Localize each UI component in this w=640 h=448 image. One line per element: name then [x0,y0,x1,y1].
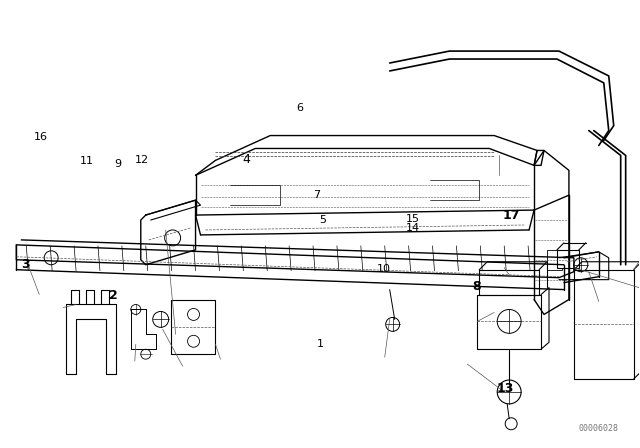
Text: 11: 11 [80,156,94,166]
Text: 16: 16 [34,132,48,142]
Bar [557,250,579,268]
Text: 5: 5 [320,215,326,224]
Text: 8: 8 [472,280,481,293]
Text: 17: 17 [502,209,520,222]
Text: 2: 2 [109,289,117,302]
Text: 9: 9 [114,159,121,169]
Text: 10: 10 [377,263,391,274]
Text: 14: 14 [405,224,419,233]
Text: 1: 1 [317,339,323,349]
Text: 12: 12 [134,155,148,165]
Text: 4: 4 [243,153,251,166]
Text: 7: 7 [313,190,321,200]
Text: 6: 6 [296,103,303,113]
Text: 00006028: 00006028 [579,424,619,433]
Text: 3: 3 [21,258,30,271]
Text: 15: 15 [405,214,419,224]
Text: 13: 13 [496,382,513,395]
Bar [547,250,562,270]
